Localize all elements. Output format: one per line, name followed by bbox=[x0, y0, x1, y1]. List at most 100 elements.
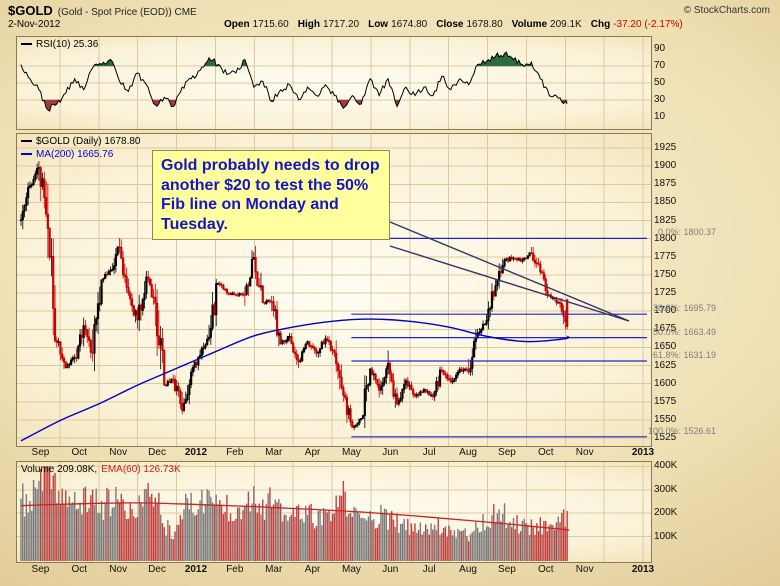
candles-up bbox=[19, 161, 560, 431]
volume-y-tick: 200K bbox=[654, 507, 678, 519]
date-x-tick-main: Aug bbox=[459, 447, 477, 458]
date-x-tick-volume: Mar bbox=[265, 564, 283, 575]
ma-legend-swatch-icon bbox=[21, 153, 32, 156]
fib-label: 38.2%: 1695.79 bbox=[652, 303, 716, 314]
quote-low-value: 1674.80 bbox=[391, 19, 428, 30]
rsi-legend: RSI(10) 25.36 bbox=[21, 39, 98, 50]
annotation-text: Gold probably needs to drop another $20 … bbox=[161, 157, 380, 233]
price-y-tick: 1575 bbox=[654, 395, 677, 407]
price-y-tick: 1550 bbox=[654, 413, 677, 425]
date-x-tick-main: Feb bbox=[226, 447, 244, 458]
date-x-tick-volume: Jul bbox=[422, 564, 436, 575]
price-y-tick: 1525 bbox=[654, 432, 677, 443]
ma-legend: MA(200) 1665.76 bbox=[21, 149, 113, 160]
rsi-y-tick: 70 bbox=[654, 60, 666, 72]
copyright: © StockCharts.com bbox=[683, 5, 770, 16]
fib-label: 0.0%: 1800.37 bbox=[657, 227, 716, 238]
price-y-tick: 1875 bbox=[654, 178, 677, 190]
quote-open-value: 1715.60 bbox=[252, 19, 289, 30]
date-x-tick-main: Oct bbox=[71, 447, 88, 458]
volume-legend: Volume 209.08K, EMA(60) 126.73K bbox=[21, 464, 181, 475]
date-x-tick-volume: 2013 bbox=[631, 564, 655, 575]
price-y-tick: 1925 bbox=[654, 142, 677, 153]
ma200-line bbox=[20, 318, 570, 442]
annotation-callout-lines bbox=[389, 221, 630, 322]
price-y-tick: 1750 bbox=[654, 268, 677, 280]
fib-label: 61.8%: 1631.19 bbox=[652, 350, 716, 360]
rsi-y-tick: 90 bbox=[654, 43, 666, 55]
quote-volume-value: 209.1K bbox=[550, 19, 582, 30]
rsi-overbought-fill bbox=[21, 52, 533, 67]
date-x-tick-volume: Nov bbox=[575, 564, 594, 575]
date-x-tick-main: Jul bbox=[422, 447, 436, 458]
date-x-tick-volume: Oct bbox=[71, 564, 88, 575]
date-x-tick-main: Nov bbox=[109, 447, 128, 458]
volume-label: Volume 209.08K, bbox=[21, 464, 98, 475]
fib-lines bbox=[351, 237, 647, 438]
rsi-label: RSI(10) 25.36 bbox=[36, 39, 99, 50]
fib-label: 100.0%: 1526.61 bbox=[647, 425, 716, 436]
date-x-tick-volume: Aug bbox=[459, 564, 477, 575]
volume-plot bbox=[17, 462, 651, 562]
price-y-tick: 1700 bbox=[654, 305, 677, 317]
date-x-tick-main: Oct bbox=[538, 447, 554, 458]
rsi-y-tick: 10 bbox=[654, 110, 666, 122]
date-x-tick-main: Jun bbox=[382, 447, 399, 458]
quote-chg-label: Chg bbox=[590, 19, 611, 30]
quote-close: Close 1678.80 bbox=[436, 19, 502, 30]
quote-high-value: 1717.20 bbox=[322, 19, 360, 30]
volume-y-tick: 400K bbox=[654, 460, 678, 472]
price-y-tick: 1900 bbox=[654, 160, 677, 172]
price-y-tick: 1850 bbox=[654, 196, 677, 208]
symbol-description: (Gold - Spot Price (EOD)) CME bbox=[57, 7, 197, 18]
date-x-tick-volume: Oct bbox=[538, 564, 554, 575]
date-x-tick-volume: 2012 bbox=[184, 564, 208, 575]
volume-y-tick: 100K bbox=[654, 530, 678, 542]
quote-close-value: 1678.80 bbox=[466, 19, 503, 30]
quote-high: High 1717.20 bbox=[298, 19, 359, 30]
chart-header: $GOLD (Gold - Spot Price (EOD)) CME bbox=[8, 3, 197, 18]
price-y-tick: 1825 bbox=[654, 214, 677, 226]
price-y-tick: 1600 bbox=[654, 377, 677, 389]
volume-panel: Volume 209.08K, EMA(60) 126.73K bbox=[16, 461, 652, 563]
volume-bars-down bbox=[40, 466, 568, 561]
date-x-tick-volume: Sep bbox=[31, 564, 50, 575]
candles-down bbox=[39, 166, 569, 428]
price-y-tick: 1650 bbox=[654, 341, 677, 353]
price-y-tick: 1800 bbox=[654, 232, 677, 244]
quote-low-label: Low bbox=[368, 19, 389, 30]
date-x-tick-volume: Apr bbox=[304, 564, 321, 575]
date-x-tick-volume: Nov bbox=[109, 564, 128, 575]
volume-ema-line bbox=[20, 502, 570, 531]
quote-open: Open 1715.60 bbox=[224, 19, 289, 30]
price-y-tick: 1725 bbox=[654, 287, 677, 298]
rsi-gridlines bbox=[17, 37, 651, 129]
volume-y-tick: 300K bbox=[654, 483, 678, 495]
quote-open-label: Open bbox=[224, 19, 250, 30]
rsi-line bbox=[20, 51, 568, 112]
quote-volume: Volume 209.1K bbox=[512, 19, 582, 30]
volume-ema-label: EMA(60) 126.73K bbox=[101, 464, 181, 475]
date-x-tick-main: Mar bbox=[265, 447, 283, 458]
date-x-tick-main: Dec bbox=[148, 447, 166, 458]
date-x-tick-main: Sep bbox=[31, 447, 50, 458]
date-x-tick-volume: Dec bbox=[148, 564, 166, 575]
date-x-tick-volume: Feb bbox=[226, 564, 244, 575]
quote-low: Low 1674.80 bbox=[368, 19, 427, 30]
rsi-y-tick: 50 bbox=[654, 77, 666, 88]
date-x-tick-main: Apr bbox=[304, 447, 321, 458]
quote-volume-label: Volume bbox=[511, 19, 548, 30]
ma200-label: MA(200) 1665.76 bbox=[36, 149, 114, 160]
quote-chg: Chg -37.20 (-2.17%) bbox=[591, 19, 683, 30]
quote-date: 2-Nov-2012 bbox=[8, 19, 61, 30]
volume-bars-up bbox=[20, 480, 559, 561]
annotation-box: Gold probably needs to drop another $20 … bbox=[152, 150, 390, 241]
date-x-tick-volume: Jun bbox=[382, 564, 399, 575]
date-x-tick-main: 2012 bbox=[184, 447, 208, 458]
price-label: $GOLD (Daily) 1678.80 bbox=[36, 136, 141, 147]
quote-line: Open 1715.60 High 1717.20 Low 1674.80 Close… bbox=[224, 19, 683, 30]
date-x-tick-main: May bbox=[341, 447, 361, 458]
rsi-legend-swatch-icon bbox=[21, 43, 32, 46]
rsi-panel: RSI(10) 25.36 bbox=[16, 36, 652, 130]
